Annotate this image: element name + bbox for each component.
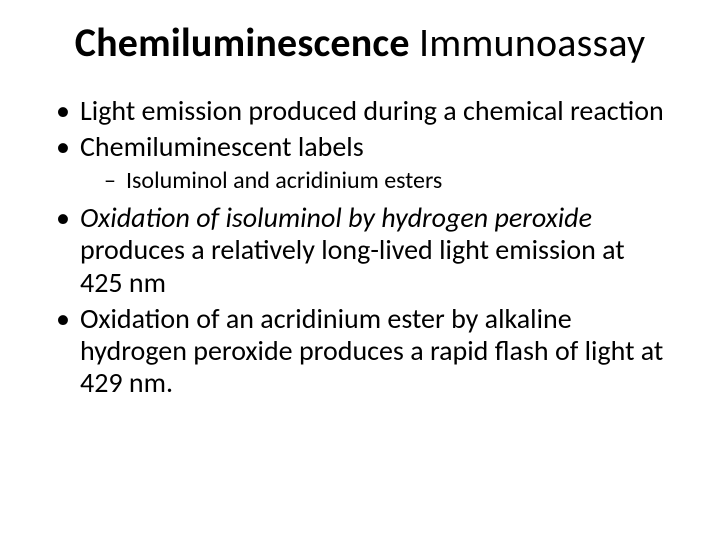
bullet-list: Light emission produced during a chemica… bbox=[48, 95, 672, 399]
sub-bullet-1-text: Isoluminol and acridinium esters bbox=[126, 166, 442, 195]
sub-bullet-list: Isoluminol and acridinium esters bbox=[80, 167, 672, 196]
bullet-4-text: Oxidation of an acridinium ester by alka… bbox=[80, 301, 663, 400]
bullet-3-italic: Oxidation of isoluminol by hydrogen pero… bbox=[80, 200, 592, 235]
slide-title: Chemiluminescence Immunoassay bbox=[48, 18, 672, 67]
sub-bullet-1: Isoluminol and acridinium esters bbox=[104, 167, 672, 196]
slide-container: Chemiluminescence Immunoassay Light emis… bbox=[0, 0, 720, 540]
bullet-1-text: Light emission produced during a chemica… bbox=[80, 93, 664, 128]
bullet-2: Chemiluminescent labels Isoluminol and a… bbox=[56, 131, 672, 196]
bullet-3-rest: produces a relatively long-lived light e… bbox=[80, 232, 625, 299]
bullet-1: Light emission produced during a chemica… bbox=[56, 95, 672, 127]
bullet-3: Oxidation of isoluminol by hydrogen pero… bbox=[56, 202, 672, 299]
bullet-2-text: Chemiluminescent labels bbox=[80, 129, 364, 164]
title-bold: Chemiluminescence bbox=[75, 18, 410, 67]
bullet-4: Oxidation of an acridinium ester by alka… bbox=[56, 303, 672, 400]
title-rest: Immunoassay bbox=[410, 18, 646, 67]
